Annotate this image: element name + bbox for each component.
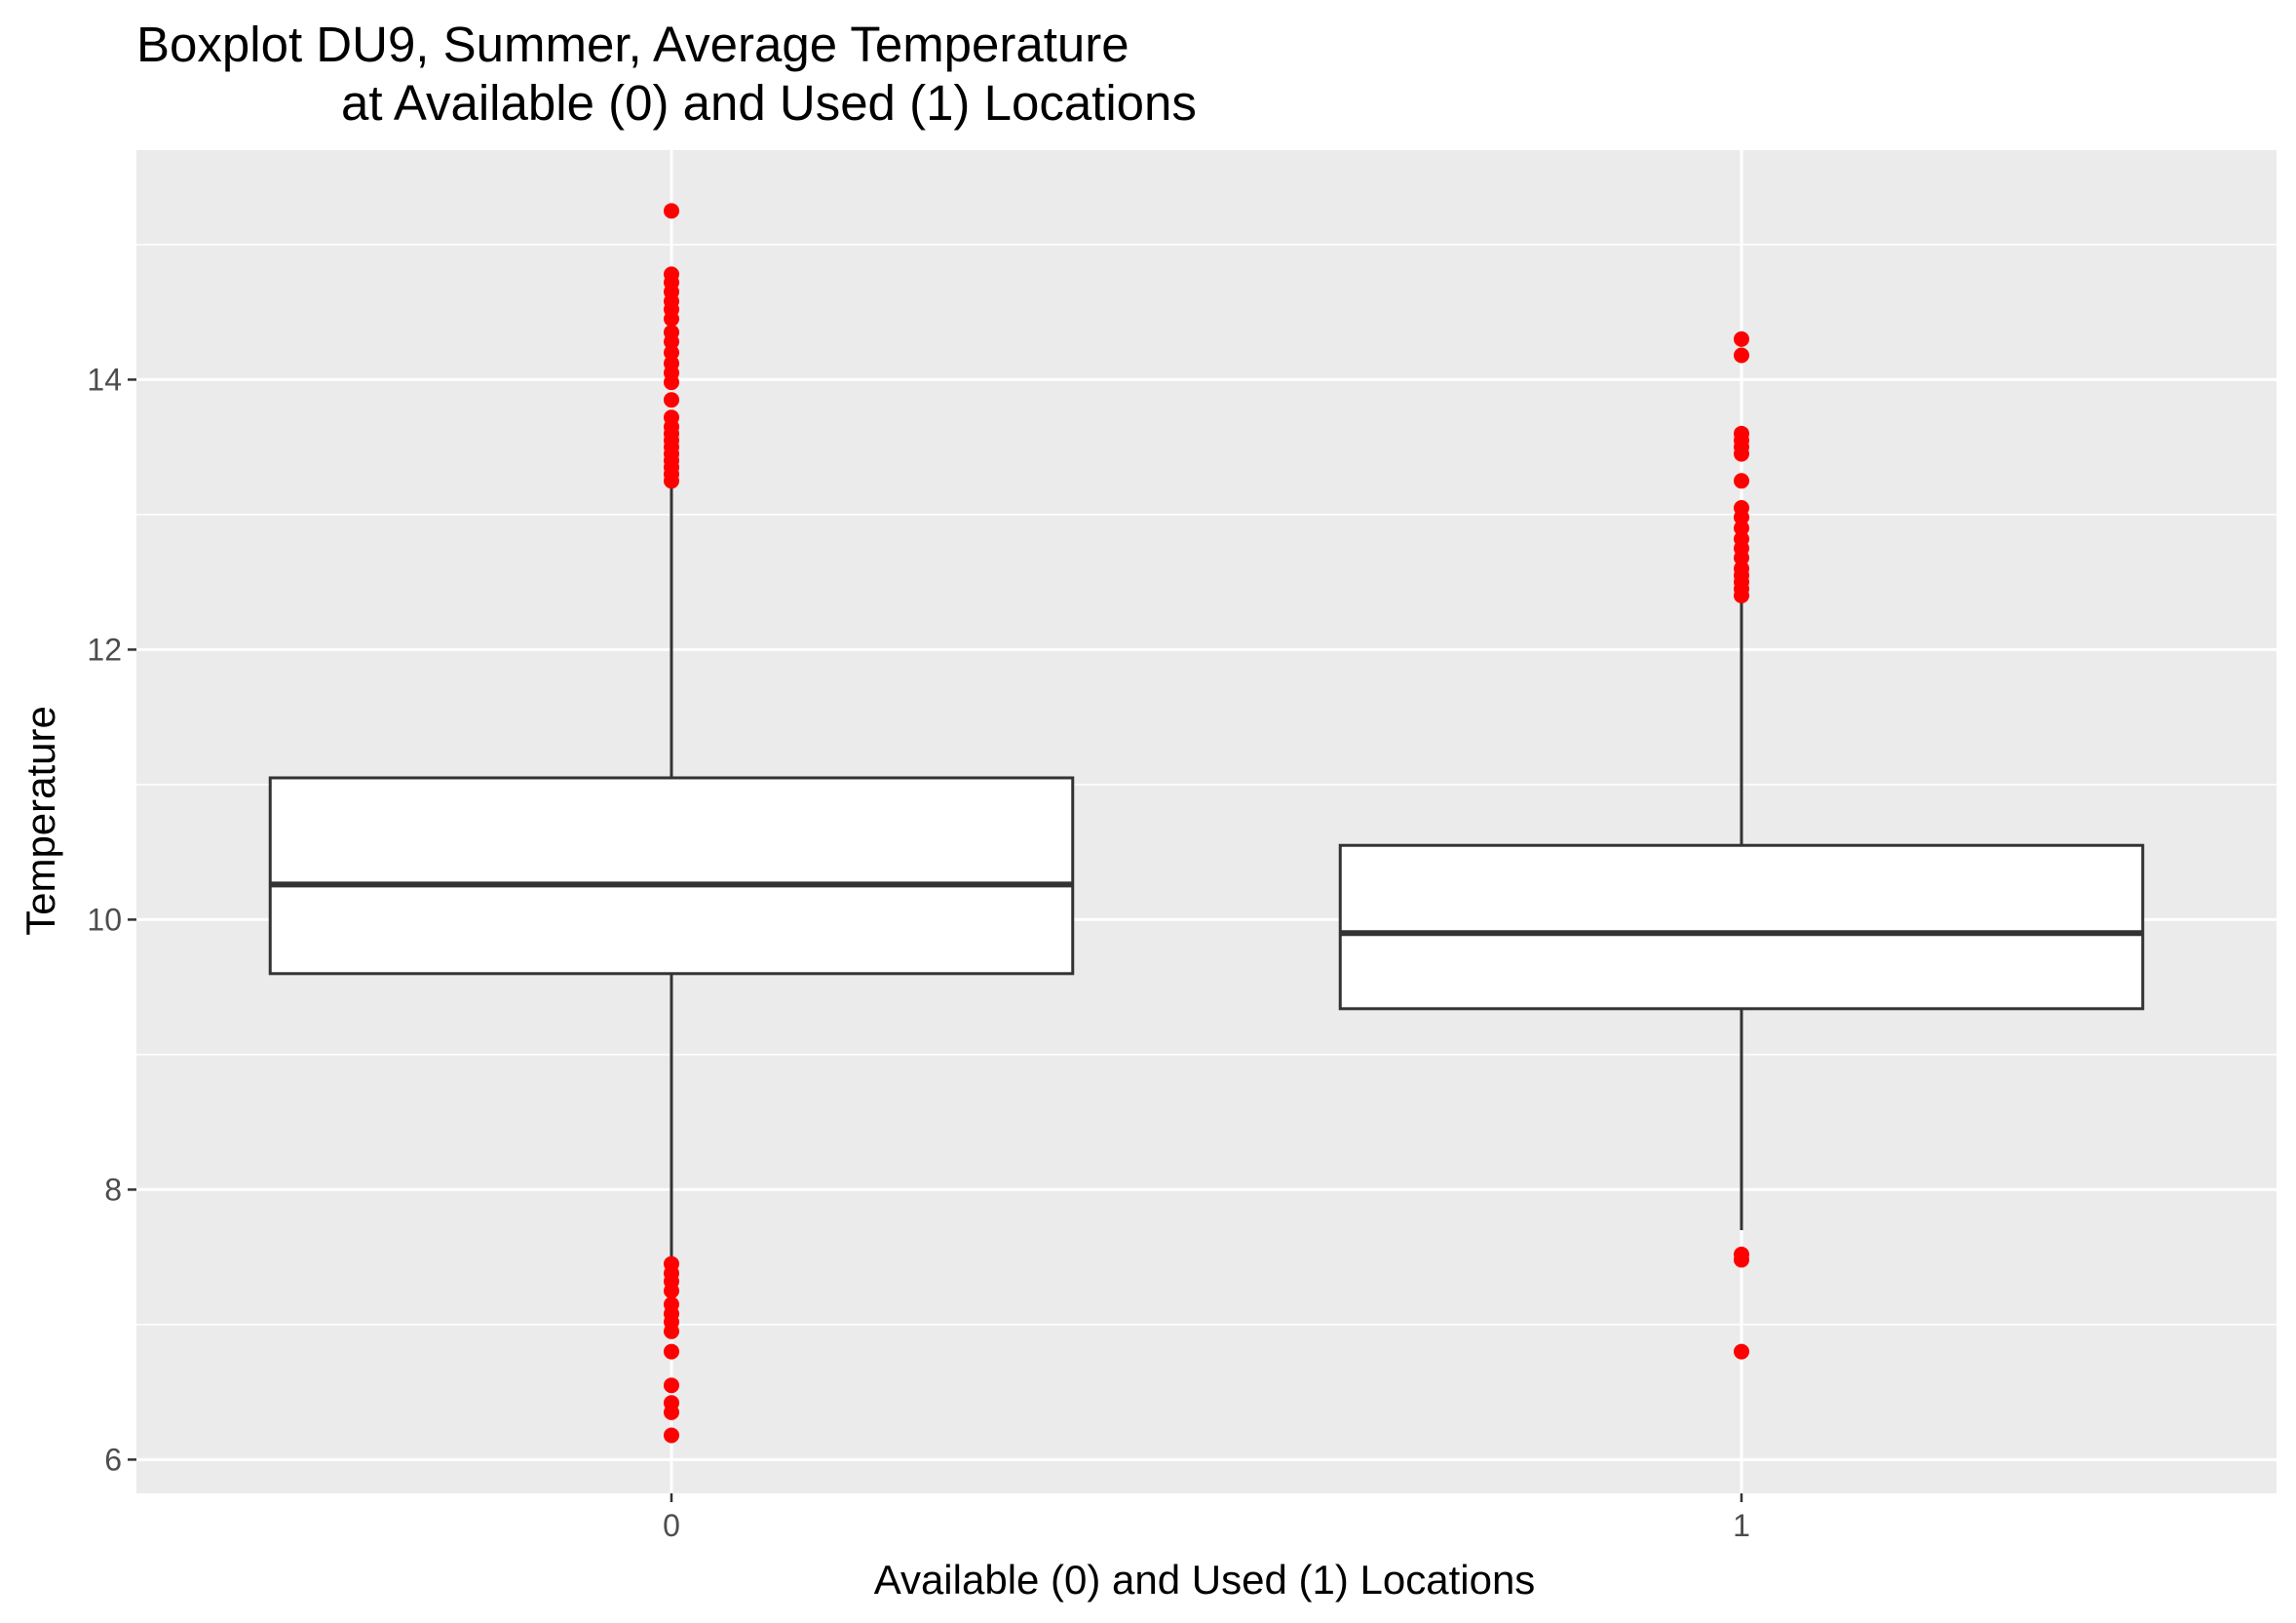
outlier-point (1734, 330, 1749, 347)
outlier-point (664, 311, 679, 328)
outlier-point (664, 1343, 679, 1360)
outlier-point (664, 1404, 679, 1420)
y-tick-label: 8 (104, 1172, 122, 1207)
outlier-point (664, 1283, 679, 1299)
outlier-point (1734, 473, 1749, 489)
box-iqr (268, 776, 1075, 976)
outlier-point (1734, 445, 1749, 462)
x-axis-title: Available (0) and Used (1) Locations (873, 1557, 1536, 1603)
y-tick-label: 10 (87, 902, 122, 937)
chart-title-line-2: at Available (0) and Used (1) Locations (341, 75, 1197, 131)
x-tick-label: 0 (663, 1508, 680, 1543)
outlier-point (1734, 1343, 1749, 1360)
outlier-point (664, 1377, 679, 1394)
outlier-point (664, 374, 679, 391)
outlier-point (664, 333, 679, 350)
y-tick-label: 14 (87, 362, 122, 397)
chart-title-line-1: Boxplot DU9, Summer, Average Temperature (136, 17, 1129, 72)
y-tick-label: 12 (87, 632, 122, 667)
y-axis-title: Temperature (18, 706, 63, 936)
outlier-point (1734, 520, 1749, 536)
outlier-point (1734, 347, 1749, 364)
box-iqr (1338, 843, 2145, 1011)
axes: 6 8 10 12 14 0 1 (87, 362, 1749, 1543)
y-tick-label: 6 (104, 1442, 122, 1477)
outlier-point (1734, 509, 1749, 525)
outlier-point (664, 344, 679, 361)
boxplot-marks (268, 203, 2145, 1444)
outlier-point (1734, 550, 1749, 566)
outlier-point (664, 1427, 679, 1444)
outlier-point (664, 392, 679, 408)
outlier-point (1734, 588, 1749, 604)
outlier-point (1734, 1252, 1749, 1268)
outlier-point (664, 203, 679, 219)
outlier-point (664, 473, 679, 489)
x-tick-label: 1 (1733, 1508, 1750, 1543)
outlier-point (664, 1323, 679, 1339)
